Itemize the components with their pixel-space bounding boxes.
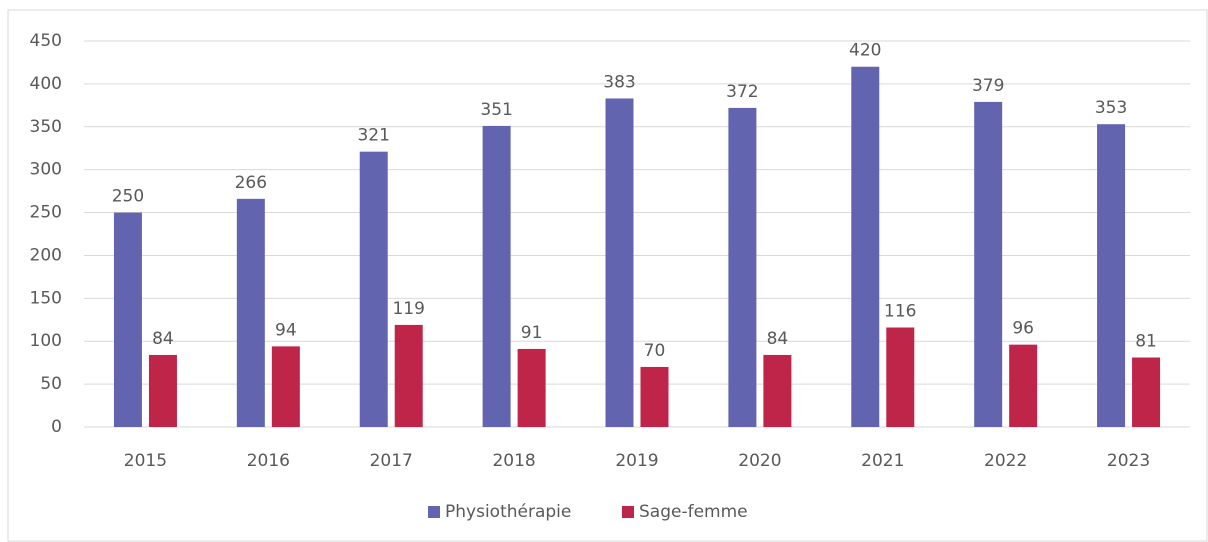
bar [1132,357,1161,427]
legend-label: Sage-femme [639,502,748,522]
bar [517,348,546,427]
data-label: 119 [392,299,424,319]
legend-label: Physiothérapie [445,502,571,522]
bar [728,107,757,427]
x-tick-label: 2020 [738,451,781,471]
y-tick-label: 50 [40,374,62,394]
data-label: 94 [275,320,297,340]
bar [394,324,423,427]
legend-swatch [428,506,440,518]
bar [1097,124,1126,428]
data-label: 116 [884,301,916,321]
x-tick-label: 2022 [984,451,1027,471]
data-label: 266 [235,173,267,193]
x-tick-label: 2017 [370,451,413,471]
x-tick-label: 2019 [615,451,658,471]
bar [886,327,915,427]
data-label: 351 [480,100,512,120]
bar [640,366,669,427]
legend-swatch [622,506,634,518]
bar [359,151,388,428]
x-tick-label: 2023 [1107,451,1150,471]
bar [763,354,792,427]
bar [851,66,880,427]
y-tick-label: 200 [30,245,62,265]
bar [1009,344,1038,427]
x-tick-label: 2021 [861,451,904,471]
data-label: 84 [767,329,789,349]
bar [113,212,142,427]
data-label: 353 [1095,98,1127,118]
data-label: 383 [603,72,635,92]
data-label: 379 [972,76,1004,96]
data-label: 420 [849,41,881,61]
y-tick-label: 350 [30,117,62,137]
data-label: 321 [357,126,389,146]
bar [236,198,265,427]
y-tick-label: 300 [30,160,62,180]
data-label: 70 [644,341,666,361]
y-tick-label: 450 [30,31,62,51]
bar [482,125,511,428]
bar [271,346,300,427]
data-label: 250 [112,187,144,207]
bar [974,101,1003,427]
x-tick-label: 2018 [492,451,535,471]
y-tick-label: 250 [30,203,62,223]
data-label: 96 [1012,319,1034,339]
data-label: 81 [1135,332,1157,352]
y-tick-label: 100 [30,331,62,351]
x-tick-label: 2015 [124,451,167,471]
bar [605,98,634,428]
y-tick-label: 400 [30,74,62,94]
x-tick-label: 2016 [247,451,290,471]
data-label: 372 [726,82,758,102]
y-tick-label: 0 [51,417,62,437]
data-label: 91 [521,323,543,343]
bar [148,354,177,427]
y-tick-label: 150 [30,288,62,308]
data-label: 84 [152,329,174,349]
